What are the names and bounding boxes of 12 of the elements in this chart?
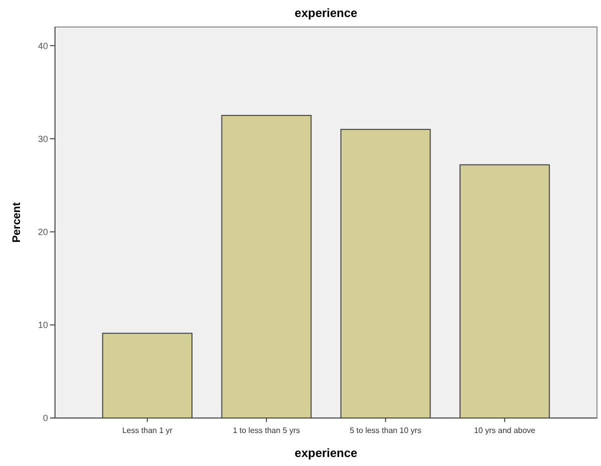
- x-tick-label: 10 yrs and above: [474, 426, 536, 435]
- chart-title: experience: [294, 6, 358, 20]
- y-tick-label: 20: [38, 226, 48, 237]
- y-tick-label: 10: [38, 320, 48, 330]
- y-axis-title: Percent: [11, 202, 23, 243]
- y-tick-label: 30: [38, 134, 48, 144]
- x-tick-label: Less than 1 yr: [122, 426, 173, 435]
- x-axis-title: experience: [294, 446, 358, 460]
- x-tick-label: 1 to less than 5 yrs: [232, 426, 300, 435]
- y-tick-label: 0: [42, 413, 48, 424]
- y-tick-label: 40: [38, 40, 48, 51]
- x-tick-label: 5 to less than 10 yrs: [350, 426, 422, 435]
